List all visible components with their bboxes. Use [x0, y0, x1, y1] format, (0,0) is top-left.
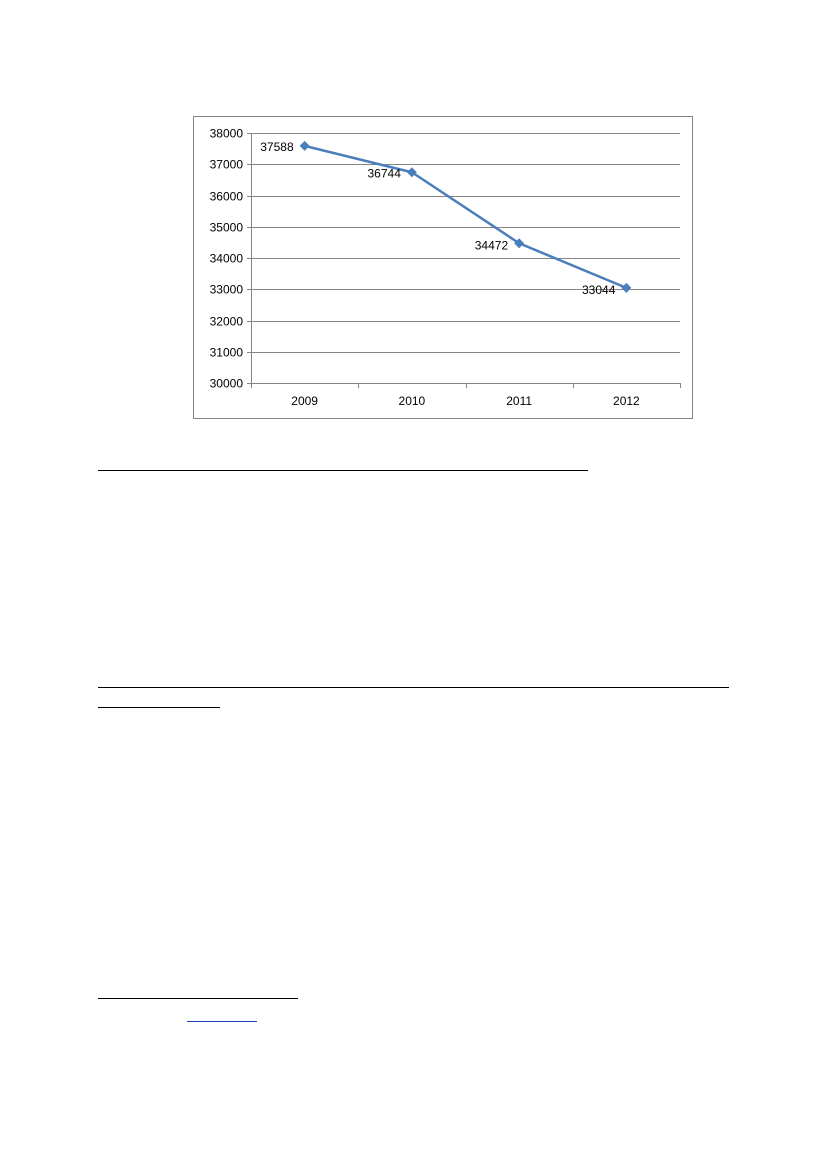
y-tick-labels: 30000 31000 32000 33000 34000 35000 36000 37000… — [210, 127, 244, 391]
data-label: 34472 — [475, 238, 509, 252]
y-tick-label: 38000 — [210, 127, 244, 141]
data-label: 33044 — [582, 283, 616, 297]
series-line — [299, 140, 632, 293]
data-point-marker — [514, 238, 525, 249]
line-chart: 30000 31000 32000 33000 34000 35000 36000 37000… — [193, 116, 693, 419]
y-tick-label: 30000 — [210, 377, 244, 391]
x-tick-label: 2012 — [613, 394, 640, 408]
x-tick-label: 2010 — [399, 394, 426, 408]
series-line-path — [304, 144, 627, 290]
horizontal-rule-1 — [98, 470, 588, 471]
chart-svg: 30000 31000 32000 33000 34000 35000 36000 37000… — [193, 116, 693, 419]
data-point-marker — [406, 167, 417, 178]
y-tick-label: 32000 — [210, 315, 244, 329]
chart-frame — [193, 116, 693, 419]
data-label: 37588 — [260, 140, 294, 154]
y-tick-label: 31000 — [210, 346, 244, 360]
y-tick-label: 33000 — [210, 283, 244, 297]
x-tick-label: 2009 — [291, 394, 318, 408]
gridlines — [251, 133, 680, 353]
data-point-marker — [299, 140, 310, 151]
data-labels: 37588 36744 34472 33044 — [260, 140, 615, 297]
x-tick-label: 2011 — [506, 394, 532, 408]
y-tick-label: 34000 — [210, 252, 244, 266]
horizontal-rule-3 — [98, 707, 220, 708]
axes — [247, 133, 681, 388]
data-point-marker — [621, 282, 632, 293]
y-tick-label: 36000 — [210, 190, 244, 204]
data-label: 36744 — [368, 166, 402, 180]
horizontal-rule-2 — [98, 687, 729, 688]
x-tick-labels: 2009 2010 2011 2012 — [291, 394, 640, 408]
footnote-separator — [98, 998, 298, 999]
y-tick-label: 37000 — [210, 158, 244, 172]
y-tick-label: 35000 — [210, 221, 244, 235]
footnote-link-underline[interactable] — [187, 1021, 257, 1022]
